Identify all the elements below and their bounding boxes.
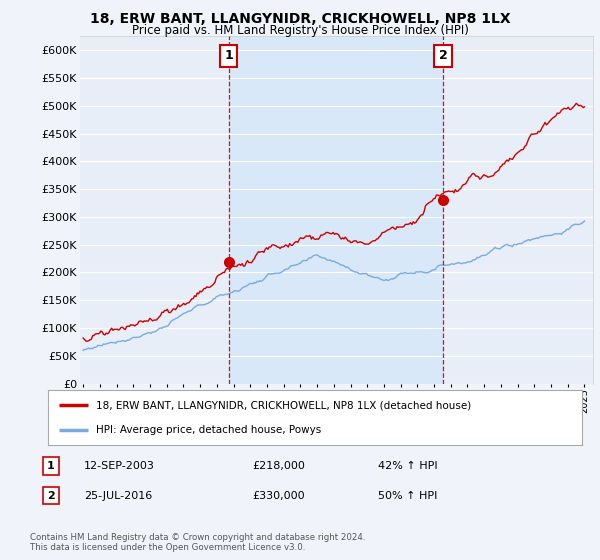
Text: £218,000: £218,000	[252, 461, 305, 471]
Text: 2: 2	[439, 49, 448, 62]
Text: 18, ERW BANT, LLANGYNIDR, CRICKHOWELL, NP8 1LX: 18, ERW BANT, LLANGYNIDR, CRICKHOWELL, N…	[89, 12, 511, 26]
Bar	[229, 36, 443, 384]
Text: 42% ↑ HPI: 42% ↑ HPI	[378, 461, 437, 471]
Text: HPI: Average price, detached house, Powys: HPI: Average price, detached house, Powy…	[96, 426, 322, 435]
Text: This data is licensed under the Open Government Licence v3.0.: This data is licensed under the Open Gov…	[30, 543, 305, 552]
Text: 12-SEP-2003: 12-SEP-2003	[84, 461, 155, 471]
Text: 18, ERW BANT, LLANGYNIDR, CRICKHOWELL, NP8 1LX (detached house): 18, ERW BANT, LLANGYNIDR, CRICKHOWELL, N…	[96, 400, 472, 410]
Text: 50% ↑ HPI: 50% ↑ HPI	[378, 491, 437, 501]
Text: £330,000: £330,000	[252, 491, 305, 501]
Text: 25-JUL-2016: 25-JUL-2016	[84, 491, 152, 501]
Text: 1: 1	[224, 49, 233, 62]
Text: 2: 2	[47, 491, 55, 501]
Text: Contains HM Land Registry data © Crown copyright and database right 2024.: Contains HM Land Registry data © Crown c…	[30, 533, 365, 542]
Text: 1: 1	[47, 461, 55, 471]
Text: Price paid vs. HM Land Registry's House Price Index (HPI): Price paid vs. HM Land Registry's House …	[131, 24, 469, 36]
